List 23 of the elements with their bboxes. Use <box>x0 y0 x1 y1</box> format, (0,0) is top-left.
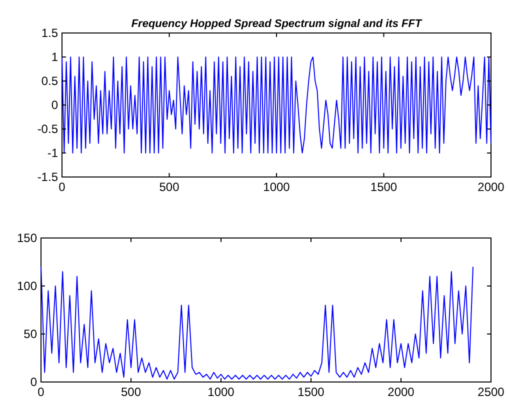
line-series <box>62 56 492 154</box>
y-tick-label: 0 <box>30 375 38 389</box>
y-tick-label: -1 <box>47 146 58 160</box>
y-tick-label: 1 <box>51 50 58 64</box>
y-tick-label: -0.5 <box>37 122 58 136</box>
chart-title: Frequency Hopped Spread Spectrum signal and its FFT <box>131 18 423 30</box>
x-tick-label: 1500 <box>370 180 398 194</box>
x-tick-label: 2000 <box>388 385 415 399</box>
x-tick-label: 2500 <box>478 385 505 399</box>
x-tick-label: 1000 <box>208 385 235 399</box>
line-series <box>40 266 474 380</box>
x-tick-label: 500 <box>159 180 180 194</box>
y-tick-label: 0.5 <box>41 74 58 88</box>
x-tick-label: 500 <box>120 385 142 399</box>
x-tick-label: 1500 <box>298 385 325 399</box>
y-tick-label: -1.5 <box>37 170 58 184</box>
y-tick-label: 1.5 <box>41 26 58 40</box>
x-tick-label: 2000 <box>478 180 505 194</box>
y-tick-label: 150 <box>16 231 38 245</box>
y-tick-label: 100 <box>16 279 38 293</box>
y-tick-label: 50 <box>24 327 38 341</box>
x-tick-label: 1000 <box>263 180 290 194</box>
y-tick-label: 0 <box>51 98 58 112</box>
